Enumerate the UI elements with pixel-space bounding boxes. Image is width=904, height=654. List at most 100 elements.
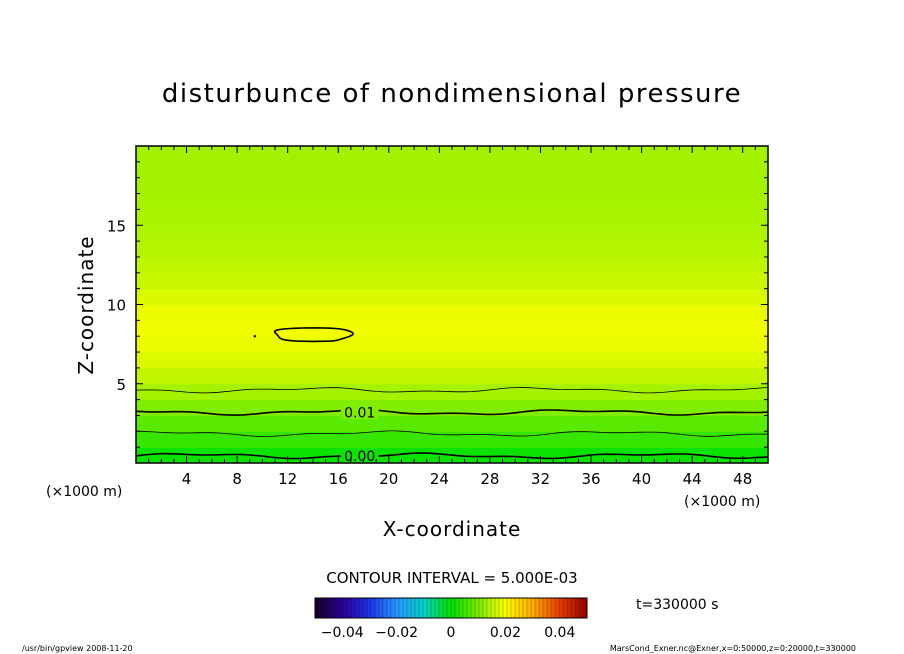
x-tick-label: 36	[581, 470, 600, 488]
field-band	[136, 161, 768, 179]
footer-left: /usr/bin/gpview 2008-11-20	[22, 644, 133, 653]
colorbar-cell	[515, 598, 520, 618]
colorbar-cell	[483, 598, 488, 618]
colorbar-cell	[343, 598, 348, 618]
colorbar-cell	[327, 598, 332, 618]
field-band	[136, 304, 768, 321]
colorbar-ticks: −0.04 −0.02 0 0.02 0.04	[321, 625, 576, 641]
colorbar-cell	[523, 598, 528, 618]
y-axis: 5 10 15	[107, 161, 768, 448]
colorbar-cell	[451, 598, 456, 618]
field-band	[136, 414, 768, 432]
colorbar-cell	[391, 598, 396, 618]
colorbar-cell	[479, 598, 484, 618]
contour-lines	[136, 327, 768, 460]
contour-label: 0.01	[344, 405, 375, 421]
colorbar-cell	[363, 598, 368, 618]
colorbar-cell	[563, 598, 568, 618]
colorbar-cell	[407, 598, 412, 618]
x-tick-label: 12	[278, 470, 297, 488]
field-band	[136, 193, 768, 210]
colorbar-cell	[339, 598, 344, 618]
colorbar-cell	[503, 598, 508, 618]
field-band	[136, 240, 768, 258]
field-band	[136, 208, 768, 226]
colorbar-cell	[411, 598, 416, 618]
x-tick-label: 8	[232, 470, 242, 488]
colorbar-cell	[551, 598, 556, 618]
x-tick-label: 24	[430, 470, 449, 488]
colorbar-cell	[431, 598, 436, 618]
field-band	[136, 288, 768, 305]
colorbar-cell	[367, 598, 372, 618]
field-band	[136, 224, 768, 242]
colorbar-cell	[399, 598, 404, 618]
field-band	[136, 256, 768, 274]
x-tick-label: 4	[182, 470, 192, 488]
y-axis-unit: (×1000 m)	[46, 484, 122, 500]
colorbar-cell	[387, 598, 392, 618]
x-tick-label: 16	[329, 470, 348, 488]
colorbar-cell	[447, 598, 452, 618]
colorbar-cell	[419, 598, 424, 618]
field-band	[136, 351, 768, 369]
y-axis-label: Z-coordinate	[74, 235, 98, 374]
colorbar-cell	[539, 598, 544, 618]
colorbar-cell	[359, 598, 364, 618]
contour-dot	[253, 335, 257, 338]
contour-labels: 0.00 0.01	[340, 405, 379, 465]
colorbar-cell	[435, 598, 440, 618]
colorbar-cell	[383, 598, 388, 618]
colorbar-cell	[323, 598, 328, 618]
colorbar-cell	[371, 598, 376, 618]
colorbar-cell	[395, 598, 400, 618]
field-band	[136, 335, 768, 353]
field-band	[136, 430, 768, 448]
colorbar-cell	[467, 598, 472, 618]
colorbar-cell	[547, 598, 552, 618]
contour-label: 0.00	[344, 449, 375, 465]
contour-label-bg	[340, 405, 379, 420]
colorbar-cell	[315, 598, 320, 618]
contour-line	[136, 408, 768, 416]
colorbar-cell	[519, 598, 524, 618]
colorbar-cell	[379, 598, 384, 618]
colorbar-cell	[567, 598, 572, 618]
x-tick-label: 28	[480, 470, 499, 488]
colorbar-tick-label: −0.04	[321, 625, 364, 641]
y-tick-label: 10	[107, 297, 126, 315]
colorbar-cell	[555, 598, 560, 618]
colorbar-cell	[491, 598, 496, 618]
colorbar-cell	[511, 598, 516, 618]
colorbar-cell	[527, 598, 532, 618]
colorbar-cell	[495, 598, 500, 618]
contour-line	[136, 387, 768, 394]
colorbar-cell	[375, 598, 380, 618]
colorbar-tick-label: 0.02	[490, 625, 521, 641]
colorbar-cell	[319, 598, 324, 618]
time-label: t=330000 s	[636, 597, 718, 613]
colorbar-cell	[439, 598, 444, 618]
colorbar-cell	[351, 598, 356, 618]
colorbar-tick-label: 0.04	[544, 625, 575, 641]
x-tick-label: 44	[683, 470, 702, 488]
colorbar-cell	[335, 598, 340, 618]
colorbar-cell	[455, 598, 460, 618]
colorbar-cell	[475, 598, 480, 618]
y-tick-label: 15	[107, 217, 126, 235]
footer-right: MarsCond_Exner.nc@Exner,x=0:50000,z=0:20…	[610, 644, 856, 653]
pressure-field	[136, 146, 768, 463]
x-axis: 4 8 12 16 20 24 28 32 36 40 44 48	[148, 146, 756, 488]
chart-title: disturbunce of nondimensional pressure	[162, 79, 742, 109]
colorbar-cell	[579, 598, 584, 618]
contour-interval-label: CONTOUR INTERVAL = 5.000E-03	[326, 569, 577, 587]
x-axis-label: X-coordinate	[383, 517, 522, 541]
colorbar-cell	[531, 598, 536, 618]
closed-contour	[273, 327, 354, 343]
colorbar-cell	[571, 598, 576, 618]
field-band	[136, 319, 768, 337]
colorbar-cell	[535, 598, 540, 618]
x-tick-label: 20	[379, 470, 398, 488]
colorbar-cell	[463, 598, 468, 618]
